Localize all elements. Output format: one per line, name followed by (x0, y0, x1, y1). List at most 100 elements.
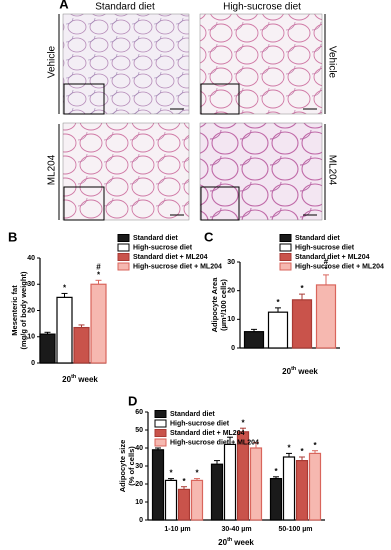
y-tick-label: 60 (135, 409, 143, 416)
row-header: Vehicle (326, 46, 337, 79)
x-axis-label: 20th week (282, 366, 318, 376)
legend-label: Standard diet (295, 235, 340, 242)
y-axis-label: Mesenteric fat (10, 285, 19, 336)
bar (73, 326, 90, 364)
significance-mark: * (274, 467, 278, 476)
legend-swatch (279, 262, 292, 271)
legend-label: Standard diet + ML204 (170, 430, 245, 437)
legend-swatch (279, 253, 292, 261)
x-tick-label: 30-40 µm (221, 526, 251, 533)
y-tick-label: 30 (135, 463, 143, 470)
bar (249, 447, 263, 521)
x-axis-label-sup: th (71, 374, 77, 380)
y-tick-label: 10 (27, 334, 35, 341)
x-tick-label: 50-100 µm (279, 526, 313, 533)
row-header: ML204 (47, 154, 58, 185)
panel-label: A (59, 0, 69, 11)
significance-mark: * (63, 284, 67, 293)
legend-swatch (154, 438, 167, 447)
y-tick-label: 0 (31, 360, 35, 367)
bar (315, 284, 337, 349)
significance-mark: * (182, 477, 186, 486)
significance-mark: * (97, 270, 101, 279)
y-tick-label: 10 (135, 499, 143, 506)
significance-mark: * (324, 265, 328, 274)
bar (190, 479, 204, 521)
column-header: High-sucrose diet (223, 2, 301, 13)
legend-swatch (117, 243, 130, 252)
significance-mark: * (169, 469, 173, 478)
y-tick-label: 50 (135, 427, 143, 434)
y-tick-label: 30 (27, 281, 35, 288)
x-axis-label: 20th week (218, 537, 254, 547)
bar (223, 443, 237, 521)
x-axis-label-sup: th (227, 537, 233, 543)
column-header: Standard diet (95, 2, 155, 13)
legend-label: High-sucrose diet + ML204 (133, 263, 222, 270)
y-axis-label: (µm²/100 cells) (219, 279, 228, 331)
significance-mark: * (313, 441, 317, 450)
legend-swatch (117, 262, 130, 271)
panel-label: B (8, 229, 17, 244)
y-tick-label: 40 (27, 255, 35, 262)
y-tick-label: 40 (135, 445, 143, 452)
bar (291, 299, 313, 349)
legend-label: High-sucrose diet (133, 244, 193, 251)
y-tick-label: 20 (27, 307, 35, 314)
significance-mark: * (195, 469, 199, 478)
legend-swatch (279, 243, 292, 252)
bar (56, 296, 73, 364)
y-axis-label: Adipocyte size (118, 440, 127, 493)
bar (177, 488, 191, 521)
legend-label: High-sucrose diet + ML204 (295, 263, 384, 270)
x-tick-label: 1-10 µm (164, 526, 190, 533)
micrographs (62, 13, 323, 221)
legend-label: High-sucrose diet (170, 420, 230, 427)
bar (151, 449, 165, 521)
bar (295, 460, 309, 521)
significance-mark: * (300, 284, 304, 293)
y-tick-label: 20 (227, 288, 235, 295)
legend-label: High-sucrose diet (295, 244, 355, 251)
bar (90, 283, 107, 364)
legend-label: Standard diet + ML204 (133, 254, 208, 261)
legend-swatch (117, 234, 130, 242)
bar (243, 331, 265, 349)
y-tick-label: 30 (227, 259, 235, 266)
row-header: Vehicle (47, 45, 58, 78)
x-axis-label-number: 20 (282, 367, 291, 376)
legend-swatch (154, 419, 167, 428)
legend-label: Standard diet + ML204 (295, 254, 370, 261)
bar (210, 463, 224, 521)
legend-swatch (117, 253, 130, 261)
significance-mark: * (276, 298, 280, 307)
significance-mark: # (324, 257, 329, 266)
significance-mark: * (287, 444, 291, 453)
x-axis-label-number: 20 (218, 538, 227, 547)
legend-swatch (154, 410, 167, 418)
legend-label: Standard diet (170, 411, 215, 418)
bar (267, 311, 289, 349)
x-axis-label-sup: th (291, 366, 297, 372)
x-axis-label: 20th week (62, 374, 98, 384)
y-axis-label: Adipocyte Area (210, 277, 219, 333)
y-tick-label: 20 (135, 481, 143, 488)
legend-swatch (154, 429, 167, 437)
panel-label: D (128, 393, 137, 408)
x-axis-label-word: week (297, 367, 318, 376)
panel-label: C (204, 229, 214, 244)
bar (269, 478, 283, 521)
legend-label: High-sucrose diet + ML204 (170, 439, 259, 446)
x-axis-label-number: 20 (62, 375, 71, 384)
y-axis-label: (% of cells) (127, 446, 136, 486)
x-axis-label-word: week (233, 538, 254, 547)
significance-mark: # (96, 262, 101, 271)
bar (282, 456, 296, 521)
legend-swatch (279, 234, 292, 242)
x-axis-label-word: week (77, 375, 98, 384)
significance-mark: * (300, 447, 304, 456)
y-tick-label: 0 (231, 345, 235, 352)
row-header: ML204 (326, 155, 337, 186)
bar (39, 333, 56, 364)
